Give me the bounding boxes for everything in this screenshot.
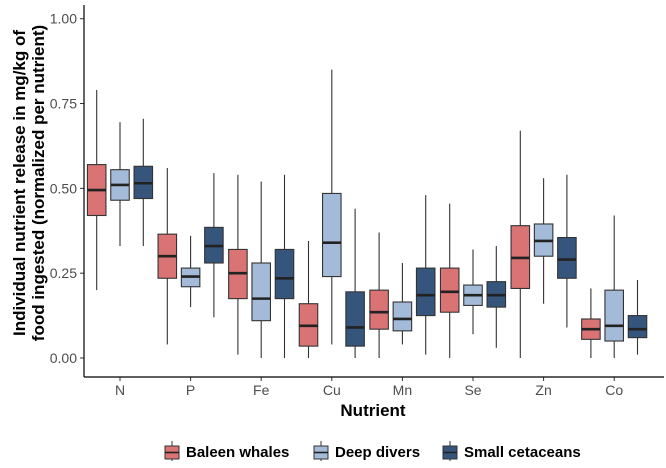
legend-label: Small cetaceans <box>464 444 581 461</box>
box-iqr <box>274 248 295 300</box>
y-axis-title: Individual nutrient release in mg/kg of … <box>10 25 48 341</box>
box-Co-deep-divers <box>604 215 625 358</box>
box-iqr <box>345 291 365 347</box>
x-axis-title: Nutrient <box>340 401 406 420</box>
box-iqr <box>392 301 413 332</box>
y-tick-label: 0.75 <box>50 96 77 112</box>
box-iqr <box>557 236 577 279</box>
x-tick-label: Co <box>605 382 623 398</box>
legend-item-deep-divers: Deep divers <box>313 441 420 461</box>
box-P-small-cetaceans <box>204 173 224 318</box>
x-tick-label: Se <box>464 382 481 398</box>
box-Mn-small-cetaceans <box>415 195 436 355</box>
x-tick-label: N <box>115 382 125 398</box>
legend-label: Deep divers <box>335 444 420 461</box>
box-Cu-small-cetaceans <box>345 208 365 358</box>
box-Se-deep-divers <box>463 249 483 335</box>
box-N-baleen-whales <box>86 89 107 291</box>
box-series-group <box>86 69 648 358</box>
x-axis-ticks: N P Fe Cu Mn Se Zn Co <box>115 377 623 398</box>
box-Co-small-cetaceans <box>627 279 648 355</box>
legend-item-small-cetaceans: Small cetaceans <box>442 441 581 461</box>
x-tick-label: P <box>186 382 195 398</box>
y-tick-label: 0.00 <box>50 350 77 366</box>
box-Cu-baleen-whales <box>298 240 319 358</box>
box-iqr <box>321 192 342 278</box>
box-Zn-deep-divers <box>533 178 554 304</box>
legend: Baleen whales Deep divers Small cetaceans <box>164 441 581 461</box>
x-tick-label: Fe <box>253 382 270 398</box>
box-Zn-baleen-whales <box>510 130 531 358</box>
box-Zn-small-cetaceans <box>557 174 577 328</box>
box-Mn-baleen-whales <box>369 232 389 358</box>
box-Se-small-cetaceans <box>486 246 507 348</box>
box-N-small-cetaceans <box>133 118 154 247</box>
box-Mn-deep-divers <box>392 262 413 345</box>
box-iqr <box>415 267 436 317</box>
box-iqr <box>369 289 389 330</box>
box-Fe-baleen-whales <box>228 174 248 355</box>
box-iqr <box>439 267 460 313</box>
y-tick-label: 0.50 <box>50 180 77 196</box>
legend-item-baleen-whales: Baleen whales <box>164 441 289 461</box>
x-tick-label: Cu <box>323 382 341 398</box>
y-axis-title-line-1: Individual nutrient release in mg/kg of <box>10 30 29 336</box>
y-tick-label: 1.00 <box>50 11 77 27</box>
box-Co-baleen-whales <box>581 288 601 358</box>
box-Fe-small-cetaceans <box>274 174 295 358</box>
box-iqr <box>251 262 271 322</box>
legend-label: Baleen whales <box>186 444 289 461</box>
y-tick-label: 0.25 <box>50 265 77 281</box>
box-iqr <box>604 289 625 342</box>
box-N-deep-divers <box>110 122 130 247</box>
y-axis-ticks: 0.00 0.25 0.50 0.75 1.00 <box>50 11 84 366</box>
box-Cu-deep-divers <box>321 69 342 345</box>
y-axis-title-line-2: food ingested (normalized per nutrient) <box>29 25 48 341</box>
x-tick-label: Mn <box>393 382 412 398</box>
box-iqr <box>627 315 648 339</box>
x-tick-label: Zn <box>535 382 551 398</box>
box-Fe-deep-divers <box>251 181 271 358</box>
box-Se-baleen-whales <box>439 203 460 358</box>
box-P-deep-divers <box>180 235 201 308</box>
box-P-baleen-whales <box>157 167 178 345</box>
